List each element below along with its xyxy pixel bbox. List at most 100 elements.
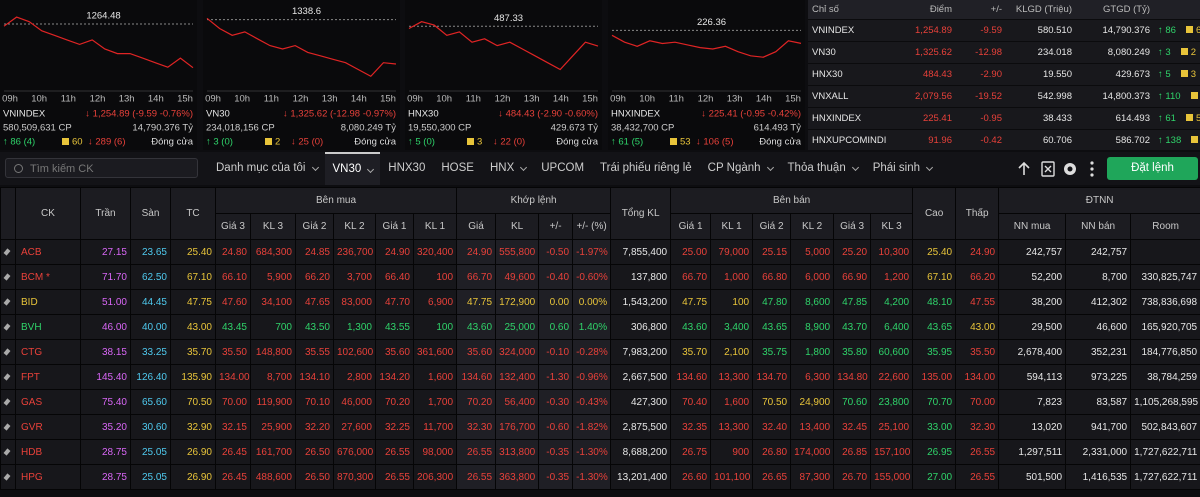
cell: 488,600 <box>250 464 296 490</box>
cell: 184,776,850 <box>1130 339 1200 365</box>
column-header: Giá 2 <box>295 213 334 240</box>
unchanged-count: 53 <box>680 137 691 148</box>
cell: 30.60 <box>130 414 171 440</box>
sort-icon[interactable] <box>1018 161 1030 175</box>
cell: -1.30 <box>538 364 574 390</box>
cell: 26.80 <box>752 439 792 465</box>
index-cell: 1,325.62 <box>894 41 956 64</box>
pin-icon[interactable] <box>0 339 16 365</box>
tab[interactable]: VN30 <box>324 152 381 185</box>
time-label: 13h <box>322 94 338 105</box>
pin-icon[interactable] <box>0 289 16 315</box>
cell: 700 <box>250 314 296 340</box>
pin-icon[interactable] <box>0 264 16 290</box>
cell: 126.40 <box>130 364 171 390</box>
stock-symbol: HPG <box>15 464 81 490</box>
decline-count: ↓ 106 (5) <box>696 137 734 148</box>
cell: 27.00 <box>912 464 957 490</box>
cell: 47.55 <box>955 289 1000 315</box>
cell: 35.75 <box>752 339 792 365</box>
cell: 51.00 <box>80 289 131 315</box>
cell: -0.60% <box>572 264 612 290</box>
column-header: NN mua <box>998 213 1067 240</box>
search-box[interactable]: Tìm kiếm CK <box>5 158 198 178</box>
index-name: HNX30 <box>408 109 439 120</box>
cell: 24.90 <box>955 239 1000 265</box>
cell: 134.10 <box>295 364 334 390</box>
tab[interactable]: Phái sinh <box>865 152 939 185</box>
cell: 330,825,747 <box>1130 264 1200 290</box>
advance-count: ↑ 61 <box>1158 113 1176 124</box>
order-button[interactable]: Đặt lệnh <box>1107 157 1198 180</box>
index-chart: 226.36 09h 10h 11h 12h 13h 14h 15h HNXINDEX ↓ 225… <box>608 0 805 150</box>
index-volume: 580,509,631 CP <box>3 123 72 134</box>
index-cell: 429.673 <box>1076 63 1154 86</box>
advance-count: ↑ 5 <box>1158 69 1171 80</box>
cell: 43.65 <box>752 314 792 340</box>
cell: 1.40% <box>572 314 612 340</box>
time-label: 12h <box>698 94 714 105</box>
pin-icon[interactable] <box>0 364 16 390</box>
time-label: 09h <box>2 94 18 105</box>
tab[interactable]: Danh mục của tôi <box>208 152 325 185</box>
cell: 5,900 <box>250 264 296 290</box>
cell: 2,667,500 <box>610 364 672 390</box>
decline-count: ↓ 289 (6) <box>88 137 126 148</box>
header-row: CK Trần Sàn TC Bên mua Khớp lệnh Tổng KL Bên bá… <box>0 187 1200 240</box>
column-header: Giá 3 <box>833 213 872 240</box>
pin-icon[interactable] <box>0 239 16 265</box>
cell: 973,225 <box>1065 364 1132 390</box>
tab[interactable]: CP Ngành <box>700 152 780 185</box>
cell: 6,400 <box>870 314 914 340</box>
tab[interactable]: HNX30 <box>388 162 426 174</box>
more-icon[interactable] <box>1090 161 1094 177</box>
cell: 27.15 <box>80 239 131 265</box>
cell: 134.80 <box>833 364 872 390</box>
time-label: 10h <box>234 94 250 105</box>
tab[interactable]: HOSE <box>441 162 474 174</box>
settings-icon[interactable] <box>1064 163 1076 175</box>
pin-icon[interactable] <box>0 314 16 340</box>
index-value: 429.673 Tỷ <box>551 123 599 134</box>
cell: 684,300 <box>250 239 296 265</box>
time-label: 11h <box>466 94 481 105</box>
index-cell: 8,080.249 <box>1076 41 1154 64</box>
tab[interactable]: HNX <box>482 152 533 185</box>
cell: 28.75 <box>80 439 131 465</box>
cell: 100 <box>710 289 754 315</box>
cell: 25,000 <box>495 314 540 340</box>
cell: 75.40 <box>80 389 131 415</box>
stock-symbol: FPT <box>15 364 81 390</box>
column-header: Thấp <box>955 187 1000 240</box>
cell: 13,020 <box>998 414 1067 440</box>
tab[interactable]: UPCOM <box>541 162 585 174</box>
pin-icon[interactable] <box>0 464 16 490</box>
market-status: Đóng cửa <box>354 137 396 148</box>
cell: 32.30 <box>456 414 497 440</box>
cell: 26.55 <box>456 464 497 490</box>
excel-icon[interactable] <box>1041 161 1055 177</box>
pin-icon[interactable] <box>0 389 16 415</box>
index-change: ↓ 1,254.89 (-9.59 -0.76%) <box>85 109 193 120</box>
cell: 43.50 <box>295 314 334 340</box>
pin-icon[interactable] <box>0 414 16 440</box>
market-status: Đóng cửa <box>151 137 193 148</box>
tab[interactable]: Trái phiếu riêng lẻ <box>600 162 692 174</box>
pin-icon[interactable] <box>0 439 16 465</box>
stock-row: CTG 38.15 33.25 35.70 35.50 148,800 35.55 102,6… <box>0 339 1200 365</box>
unchanged-count: 2 <box>275 137 280 148</box>
stock-symbol: GVR <box>15 414 81 440</box>
index-cell: 614.493 <box>1076 107 1154 130</box>
cell: 83,000 <box>333 289 376 315</box>
cell: 11,700 <box>412 414 458 440</box>
index-cell: 225.41 <box>894 107 956 130</box>
cell: 7,983,200 <box>610 339 672 365</box>
cell: 3,400 <box>710 314 754 340</box>
breadth-cell: ↑ 86 60 <box>1154 19 1200 42</box>
cell: 32.90 <box>170 414 216 440</box>
toolbar-icons <box>1018 161 1094 177</box>
column-header: Giá <box>456 213 497 240</box>
tab[interactable]: Thỏa thuận <box>780 152 865 185</box>
stock-row: BVH 46.00 40.00 43.00 43.45 700 43.50 1,300 43.5… <box>0 314 1200 340</box>
cell: 100 <box>412 264 458 290</box>
